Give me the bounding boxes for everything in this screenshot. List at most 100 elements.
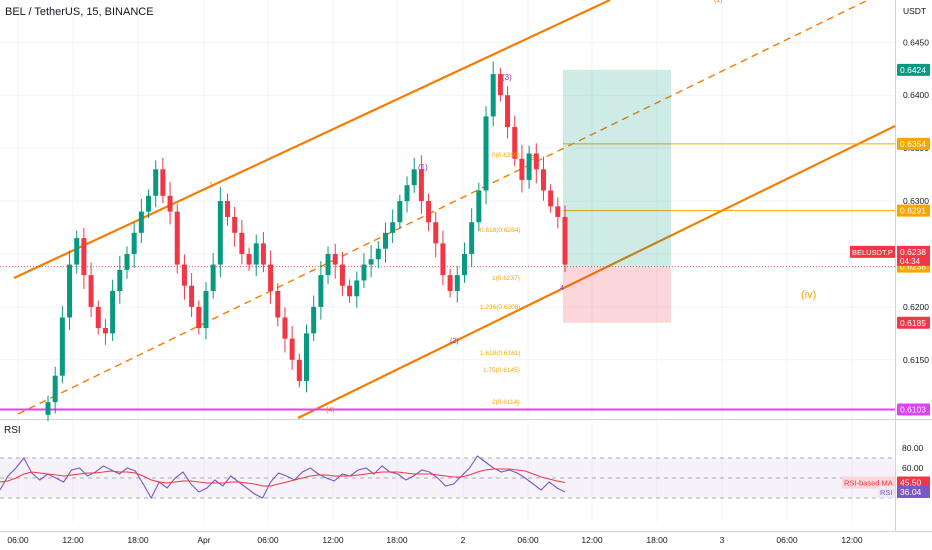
candle-body [81, 238, 87, 276]
candle-body [469, 222, 475, 254]
fib-level-label: 0(0.6350) [492, 152, 520, 159]
rsi-pane-title: RSI [4, 425, 21, 436]
candle-body [418, 169, 424, 202]
candle-body [232, 216, 238, 233]
last-price-value: 0.6238 [900, 247, 926, 257]
time-tick-label: 12:00 [841, 535, 863, 545]
candle-body [476, 190, 482, 223]
candle-body [196, 306, 202, 329]
level-price-tag-label: 0.6238 [900, 262, 926, 272]
candle-body [239, 232, 245, 254]
candle-body [153, 169, 159, 196]
rsi-name-label: RSI [880, 488, 893, 497]
level-price-tag-label: 0.6103 [900, 405, 926, 415]
candle-body [339, 264, 345, 286]
position-profit-zone [563, 69, 671, 267]
candle-body [447, 275, 453, 292]
candle-body [397, 201, 403, 223]
level-price-tag [897, 137, 930, 150]
candle-body [519, 158, 525, 180]
candle-body [189, 285, 195, 307]
candle-body [167, 195, 173, 212]
price-axis[interactable]: USDT0.64500.64000.63500.63000.62500.6200… [842, 6, 930, 498]
candle-body [160, 169, 166, 196]
fib-level-label: 1(0.6237) [492, 275, 520, 282]
candle-body [275, 291, 281, 318]
wave-label: (iv) [801, 289, 816, 301]
fib-extension-labels: 0(0.6350) 0.618(0.6284) 1(0.6237) 1.236(0.6… [480, 152, 520, 406]
price-tick-label: 0.6150 [903, 355, 929, 365]
candle-body [88, 275, 94, 307]
candle-body [426, 201, 432, 223]
wave-label: (2) [450, 338, 459, 345]
price-tick-label: 0.6400 [903, 90, 929, 100]
rsi-pane [0, 455, 895, 500]
candle-body [368, 259, 374, 265]
fib-level-label: 2(0.6114) [492, 399, 519, 406]
time-tick-label: 18:00 [127, 535, 149, 545]
candle-body [282, 317, 288, 339]
candle-body [260, 243, 266, 265]
candle-body [562, 216, 568, 265]
candle-body [246, 253, 252, 265]
last-price-tag [897, 245, 930, 266]
chart-grid [0, 0, 932, 532]
time-tick-label: 06:00 [7, 535, 29, 545]
candle-body [110, 291, 116, 334]
candle-body [203, 291, 209, 329]
wave-label: 3 [531, 155, 535, 162]
price-tick-label: 0.6200 [903, 302, 929, 312]
candle-body [390, 222, 396, 233]
level-price-tag-label: 0.6354 [900, 139, 926, 149]
chart-symbol-title: BEL / TetherUS, 15, BINANCE [5, 6, 154, 18]
time-tick-label: 18:00 [646, 535, 668, 545]
candlestick-series [45, 61, 568, 422]
candle-body [382, 232, 388, 249]
rsi-tick-label: 80.00 [902, 443, 924, 453]
candle-body [174, 211, 180, 265]
candle-body [117, 269, 123, 292]
time-axis[interactable]: 06:00 12:00 18:00 Apr 06:00 12:00 18:00 2 06:00 1… [7, 535, 863, 545]
position-loss-zone [563, 266, 671, 323]
rsi-value-tag [897, 485, 930, 498]
rsi-name-tag [878, 485, 895, 498]
rsi-ma-name-label: RSI-based MA [844, 479, 893, 488]
candle-body [433, 222, 439, 244]
candle-body [217, 201, 223, 265]
channel-mid-dashed-line [17, 0, 869, 415]
time-tick-label: 2 [461, 535, 466, 545]
candle-body [181, 264, 187, 286]
fib-level-label: 1.618(0.6161) [480, 350, 520, 357]
wave-labels: (3) (1) 3 (2) 4 (4) (iv) 1 (1) [209, 0, 816, 414]
price-tick-label: 0.6450 [903, 37, 929, 47]
candle-body [52, 375, 58, 403]
time-tick-label: 12:00 [581, 535, 603, 545]
time-tick-label: 18:00 [386, 535, 408, 545]
candle-body [404, 185, 410, 202]
rsi-tick-label: 60.00 [902, 463, 924, 473]
candle-body [555, 206, 561, 217]
candle-body [131, 232, 137, 254]
candle-body [454, 275, 460, 292]
candle-body [138, 211, 144, 233]
candle-body [311, 306, 317, 334]
rsi-ma-value-label: 45.50 [900, 478, 922, 488]
candle-body [332, 253, 338, 265]
level-price-tag-label: 0.6185 [900, 318, 926, 328]
candle-body [490, 74, 496, 117]
candle-body [318, 275, 324, 307]
candle-body [296, 359, 302, 381]
candle-body [411, 169, 417, 186]
rsi-value-label: 36.04 [900, 487, 922, 497]
wave-label: (1) [418, 163, 428, 172]
time-tick-label: 12:00 [322, 535, 344, 545]
long-position-box[interactable] [563, 69, 671, 323]
fib-level-label: 0.618(0.6284) [480, 227, 520, 234]
candle-body [95, 306, 101, 329]
level-price-tag [897, 316, 930, 329]
candle-body [45, 402, 51, 415]
time-tick-label: 3 [720, 535, 725, 545]
candle-body [512, 126, 518, 159]
candle-body [289, 338, 295, 360]
